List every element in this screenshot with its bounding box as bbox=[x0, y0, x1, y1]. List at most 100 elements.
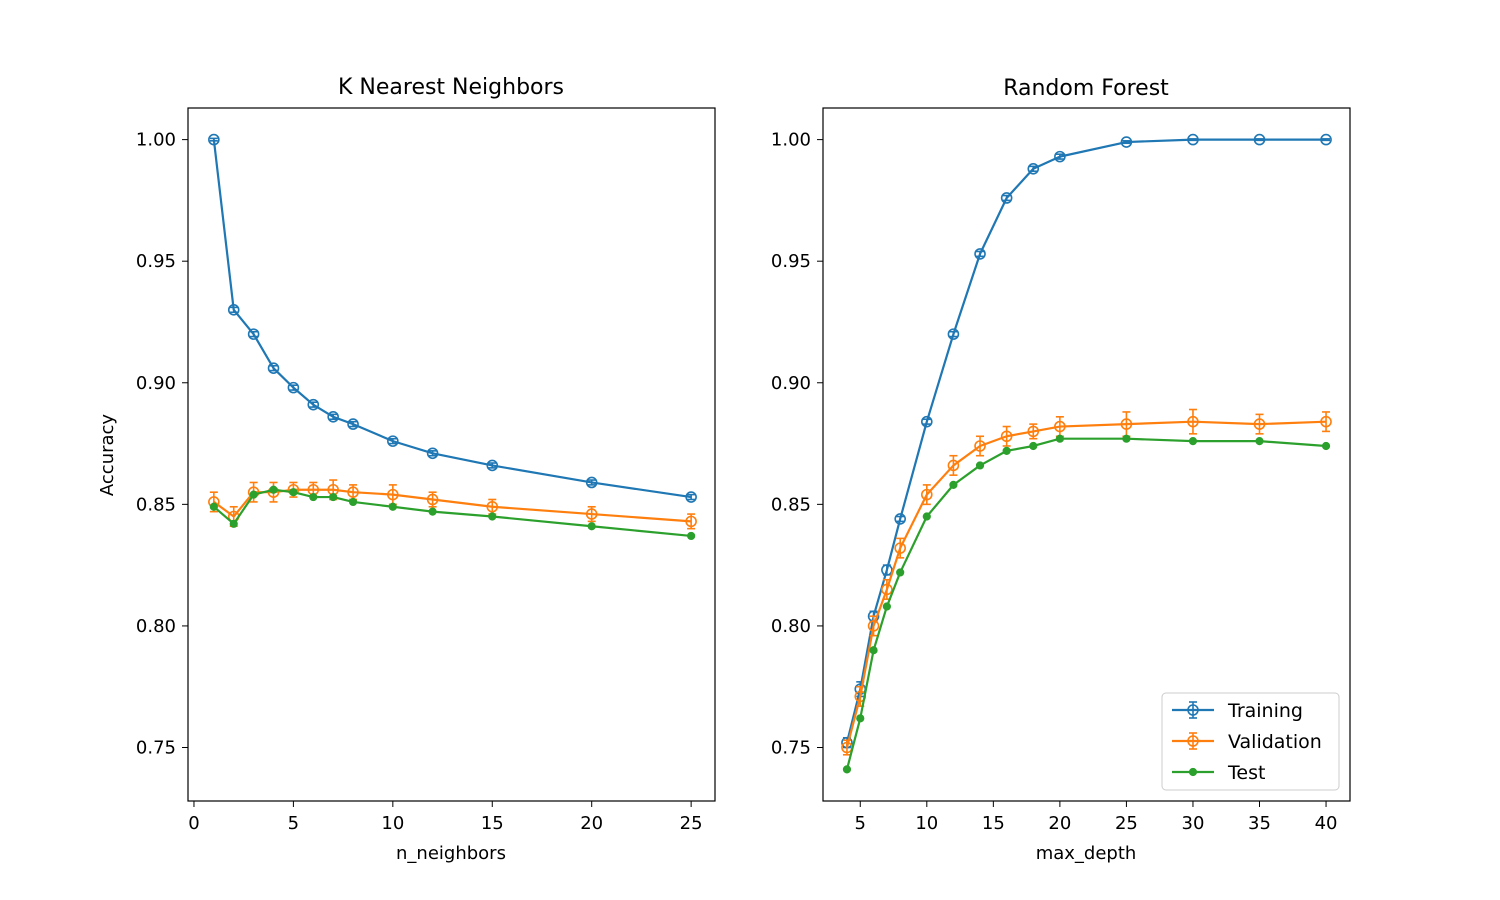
knn-training-point bbox=[247, 328, 260, 340]
rf-validation-point bbox=[1054, 420, 1066, 433]
rf-training-point bbox=[1120, 136, 1133, 148]
rf-test-point bbox=[1321, 441, 1331, 451]
knn-x-tick-label: 25 bbox=[680, 813, 703, 834]
rf-x-tick-label: 5 bbox=[855, 813, 866, 834]
rf-x-tick-label: 20 bbox=[1048, 813, 1071, 834]
rf-training-point bbox=[1253, 133, 1266, 146]
knn-x-tick-label: 0 bbox=[188, 813, 199, 834]
rf-validation-point bbox=[974, 440, 986, 452]
random-forest-x-axis-label: max_depth bbox=[1036, 843, 1137, 864]
knn-test-point bbox=[388, 502, 397, 511]
knn-test-point bbox=[687, 531, 696, 541]
knn-training-point bbox=[486, 459, 499, 472]
rf-test-point bbox=[1122, 434, 1131, 443]
knn-training-point bbox=[227, 304, 240, 316]
knn-y-axis-label: Accuracy bbox=[97, 414, 118, 497]
knn-training-point bbox=[585, 476, 598, 489]
knn-title: K Nearest Neighbors bbox=[338, 75, 564, 100]
knn-test-point bbox=[348, 497, 358, 507]
knn-test-point bbox=[309, 492, 318, 502]
rf-training-point bbox=[881, 564, 893, 576]
knn-validation-point bbox=[585, 508, 598, 520]
rf-legend-training-swatch-marker bbox=[1187, 704, 1199, 716]
rf-test-point bbox=[1055, 434, 1064, 443]
knn-x-tick-label: 5 bbox=[288, 813, 299, 834]
knn-training-point bbox=[347, 418, 359, 430]
knn-test-point bbox=[587, 522, 596, 531]
knn-test-point bbox=[488, 512, 497, 521]
rf-test-point bbox=[856, 714, 865, 723]
knn-training-point bbox=[426, 447, 439, 460]
rf-test-point bbox=[842, 765, 852, 774]
rf-training-point bbox=[921, 415, 933, 428]
knn-y-tick-label: 0.75 bbox=[136, 738, 176, 759]
rf-validation-point bbox=[867, 620, 880, 632]
rf-training-point bbox=[974, 248, 986, 260]
rf-test-point bbox=[1002, 446, 1011, 455]
rf-test-point bbox=[949, 480, 958, 489]
rf-test-point bbox=[896, 568, 905, 577]
rf-validation-point bbox=[1000, 430, 1013, 443]
knn-x-tick-label: 15 bbox=[481, 813, 504, 834]
knn-test-point bbox=[209, 502, 218, 511]
rf-validation-point bbox=[1187, 415, 1199, 428]
random-forest-plot-area: 5 10 15 20 25 30 35 40 0.75 0.80 0.85 0.90 0.95 1.00 T… bbox=[771, 107, 1351, 834]
rf-x-tick-label: 25 bbox=[1115, 813, 1138, 834]
rf-validation-point bbox=[894, 542, 906, 554]
knn-x-tick-label: 10 bbox=[381, 813, 404, 834]
knn-panel: K Nearest Neighbors 0 5 10 15 20 25 0.75 0.80 0.… bbox=[97, 75, 716, 864]
rf-legend-validation-label: Validation bbox=[1228, 731, 1322, 753]
knn-training-point bbox=[387, 435, 399, 447]
rf-training-point bbox=[1027, 162, 1040, 175]
rf-y-tick-label: 0.75 bbox=[771, 738, 811, 759]
knn-validation-point bbox=[685, 515, 697, 528]
knn-y-tick-label: 1.00 bbox=[136, 130, 176, 151]
rf-validation-point bbox=[1120, 418, 1133, 430]
rf-validation-point bbox=[1320, 415, 1332, 428]
knn-training-point bbox=[208, 133, 220, 146]
rf-x-tick-label: 30 bbox=[1182, 813, 1205, 834]
rf-legend-training-label: Training bbox=[1227, 700, 1303, 722]
knn-training-point bbox=[307, 398, 320, 411]
rf-training-point bbox=[1000, 192, 1013, 204]
rf-test-point bbox=[882, 602, 891, 611]
rf-validation-point bbox=[921, 488, 933, 501]
rf-validation-point bbox=[947, 459, 960, 472]
knn-y-tick-label: 0.95 bbox=[136, 251, 176, 272]
random-forest-title: Random Forest bbox=[1003, 76, 1169, 101]
knn-test-point bbox=[329, 492, 338, 502]
rf-x-tick-label: 35 bbox=[1248, 813, 1271, 834]
rf-test-point bbox=[975, 461, 985, 470]
rf-training-point bbox=[894, 513, 906, 525]
rf-axes-frame bbox=[822, 107, 1351, 802]
knn-training-point bbox=[327, 411, 339, 423]
knn-training-series bbox=[208, 133, 697, 503]
rf-y-tick-label: 0.95 bbox=[771, 251, 811, 272]
rf-test-series bbox=[842, 434, 1331, 774]
knn-plot-area: 0 5 10 15 20 25 0.75 0.80 0.85 0.90 0.95 1.00 bbox=[136, 107, 716, 834]
rf-y-tick-label: 1.00 bbox=[771, 130, 811, 151]
knn-test-series bbox=[209, 485, 696, 541]
rf-test-point bbox=[1255, 437, 1264, 446]
rf-y-tick-label: 0.85 bbox=[771, 494, 811, 515]
knn-test-point bbox=[269, 485, 278, 494]
rf-legend: Training Validation Test bbox=[1161, 692, 1340, 791]
knn-test-point bbox=[289, 488, 298, 497]
knn-validation-point bbox=[387, 488, 399, 501]
knn-validation-point bbox=[486, 500, 499, 513]
rf-validation-point bbox=[1253, 418, 1266, 430]
rf-legend-validation-swatch-marker bbox=[1187, 735, 1199, 747]
rf-training-point bbox=[1320, 133, 1332, 146]
rf-validation-series bbox=[841, 408, 1332, 756]
rf-y-tick-label: 0.80 bbox=[771, 616, 811, 637]
rf-validation-point bbox=[881, 583, 893, 596]
rf-training-point bbox=[1054, 150, 1066, 163]
knn-validation-point bbox=[426, 493, 439, 506]
knn-test-point bbox=[249, 490, 258, 499]
knn-y-tick-label: 0.90 bbox=[136, 373, 176, 394]
rf-test-point bbox=[1029, 441, 1038, 451]
rf-training-point bbox=[1187, 133, 1199, 146]
rf-x-tick-label: 15 bbox=[982, 813, 1005, 834]
rf-legend-test-label: Test bbox=[1227, 762, 1265, 784]
